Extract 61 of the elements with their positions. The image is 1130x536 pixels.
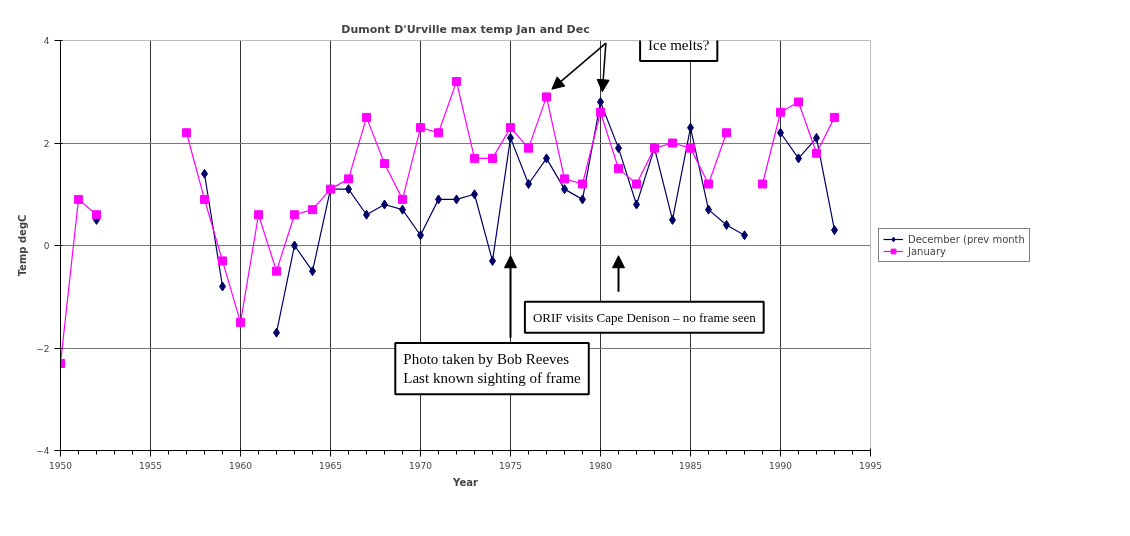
point: [236, 317, 245, 327]
x-tick-label: 1995: [859, 460, 882, 471]
point: [344, 174, 353, 184]
x-tick-label: 1985: [679, 460, 702, 471]
point: [525, 179, 532, 189]
y-tick-label: −2: [36, 343, 50, 354]
x-tick-label: 1990: [769, 460, 793, 471]
point: [560, 174, 569, 184]
point: [830, 112, 839, 122]
point: [597, 97, 604, 107]
y-tick-label: −4: [36, 446, 50, 456]
point: [398, 194, 407, 204]
point: [722, 128, 731, 138]
point: [380, 159, 389, 168]
chart-title: Dumont D'Urville max temp Jan and Dec: [341, 22, 590, 36]
point: [776, 107, 785, 117]
y-tick-label: 4: [43, 36, 50, 46]
point: [578, 179, 587, 189]
point: [182, 128, 191, 138]
point: [812, 148, 821, 158]
point: [218, 256, 227, 266]
point: [686, 143, 695, 153]
point: [758, 179, 767, 189]
point: [614, 164, 623, 174]
point: [596, 107, 605, 117]
point: [254, 210, 263, 220]
x-tick-label: 1950: [49, 460, 73, 471]
point: [200, 194, 209, 204]
point: [668, 138, 677, 148]
y-tick-label: 2: [43, 138, 50, 149]
x-tick-label: 1980: [589, 460, 613, 471]
point: [723, 220, 730, 230]
x-tick-label: 1955: [139, 460, 162, 471]
point: [524, 143, 533, 153]
point: [794, 97, 803, 107]
point: [470, 153, 479, 163]
point: [308, 205, 317, 215]
y-axis-title: Temp degC: [17, 214, 29, 277]
x-tick-label: 1975: [499, 460, 522, 471]
point: [488, 153, 497, 163]
point: [74, 194, 83, 204]
point: [506, 123, 515, 133]
point: [272, 266, 281, 276]
point: [434, 128, 443, 138]
annotation: Photo taken by Bob Reeves Last known sighting of frame: [403, 350, 582, 387]
point: [362, 112, 371, 122]
x-tick-label: 1970: [409, 460, 433, 471]
legend-label: January: [908, 245, 946, 257]
point: [290, 210, 299, 220]
point: [704, 179, 713, 189]
y-tick-label: 0: [43, 241, 50, 251]
x-axis-title: Year: [452, 476, 478, 488]
point: [452, 77, 461, 86]
annotation: ORIF visits Cape Denison – no frame seen: [532, 309, 757, 325]
point: [632, 179, 641, 189]
legend-label: December (prev month: [908, 233, 1025, 245]
point: [416, 123, 425, 133]
point: [92, 210, 101, 220]
point: [542, 92, 551, 102]
x-tick-label: 1960: [229, 460, 253, 471]
x-tick-label: 1965: [319, 460, 342, 471]
